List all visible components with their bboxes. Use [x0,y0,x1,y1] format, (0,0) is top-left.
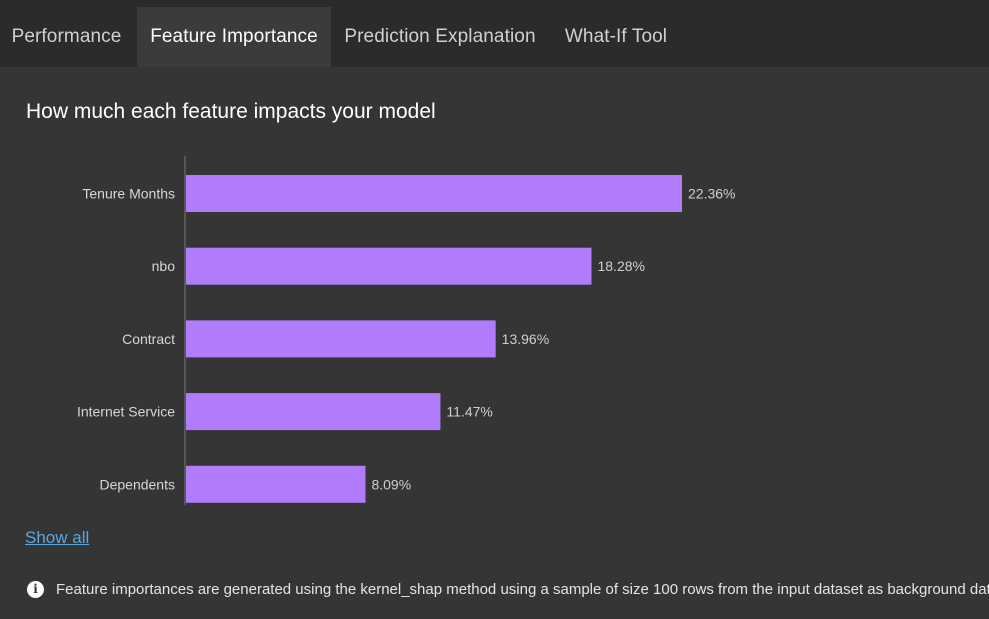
category-label: nbo [152,258,176,274]
bar-nbo[interactable] [186,247,592,285]
tab-bar: Performance Feature Importance Predictio… [0,0,989,67]
category-label: Contract [122,331,175,347]
tab-prediction-explanation[interactable]: Prediction Explanation [344,26,536,47]
bar-tenure-months[interactable] [186,175,682,212]
page-title: How much each feature impacts your model [26,100,436,123]
category-label: Dependents [99,476,175,492]
tab-performance[interactable]: Performance [11,26,122,47]
bar-dependents[interactable] [186,465,366,503]
value-label: 22.36% [688,186,735,202]
value-label: 8.09% [371,476,411,492]
feature-importance-chart: Tenure Months 22.36% nbo 18.28% Contract 13.9… [77,156,735,505]
tab-what-if-tool[interactable]: What-If Tool [564,26,668,47]
category-label: Internet Service [77,404,175,420]
info-note: i Feature importances are generated usin… [27,578,989,600]
bar-contract[interactable] [186,320,496,358]
value-label: 11.47% [446,404,492,420]
info-icon: i [27,580,44,598]
bar-internet-service[interactable] [186,393,441,431]
category-label: Tenure Months [82,186,175,202]
tab-feature-importance[interactable]: Feature Importance [137,7,331,67]
value-label: 18.28% [597,258,644,274]
info-text: Feature importances are generated using … [56,580,989,598]
show-all-link[interactable]: Show all [25,528,90,547]
value-label: 13.96% [502,331,549,347]
